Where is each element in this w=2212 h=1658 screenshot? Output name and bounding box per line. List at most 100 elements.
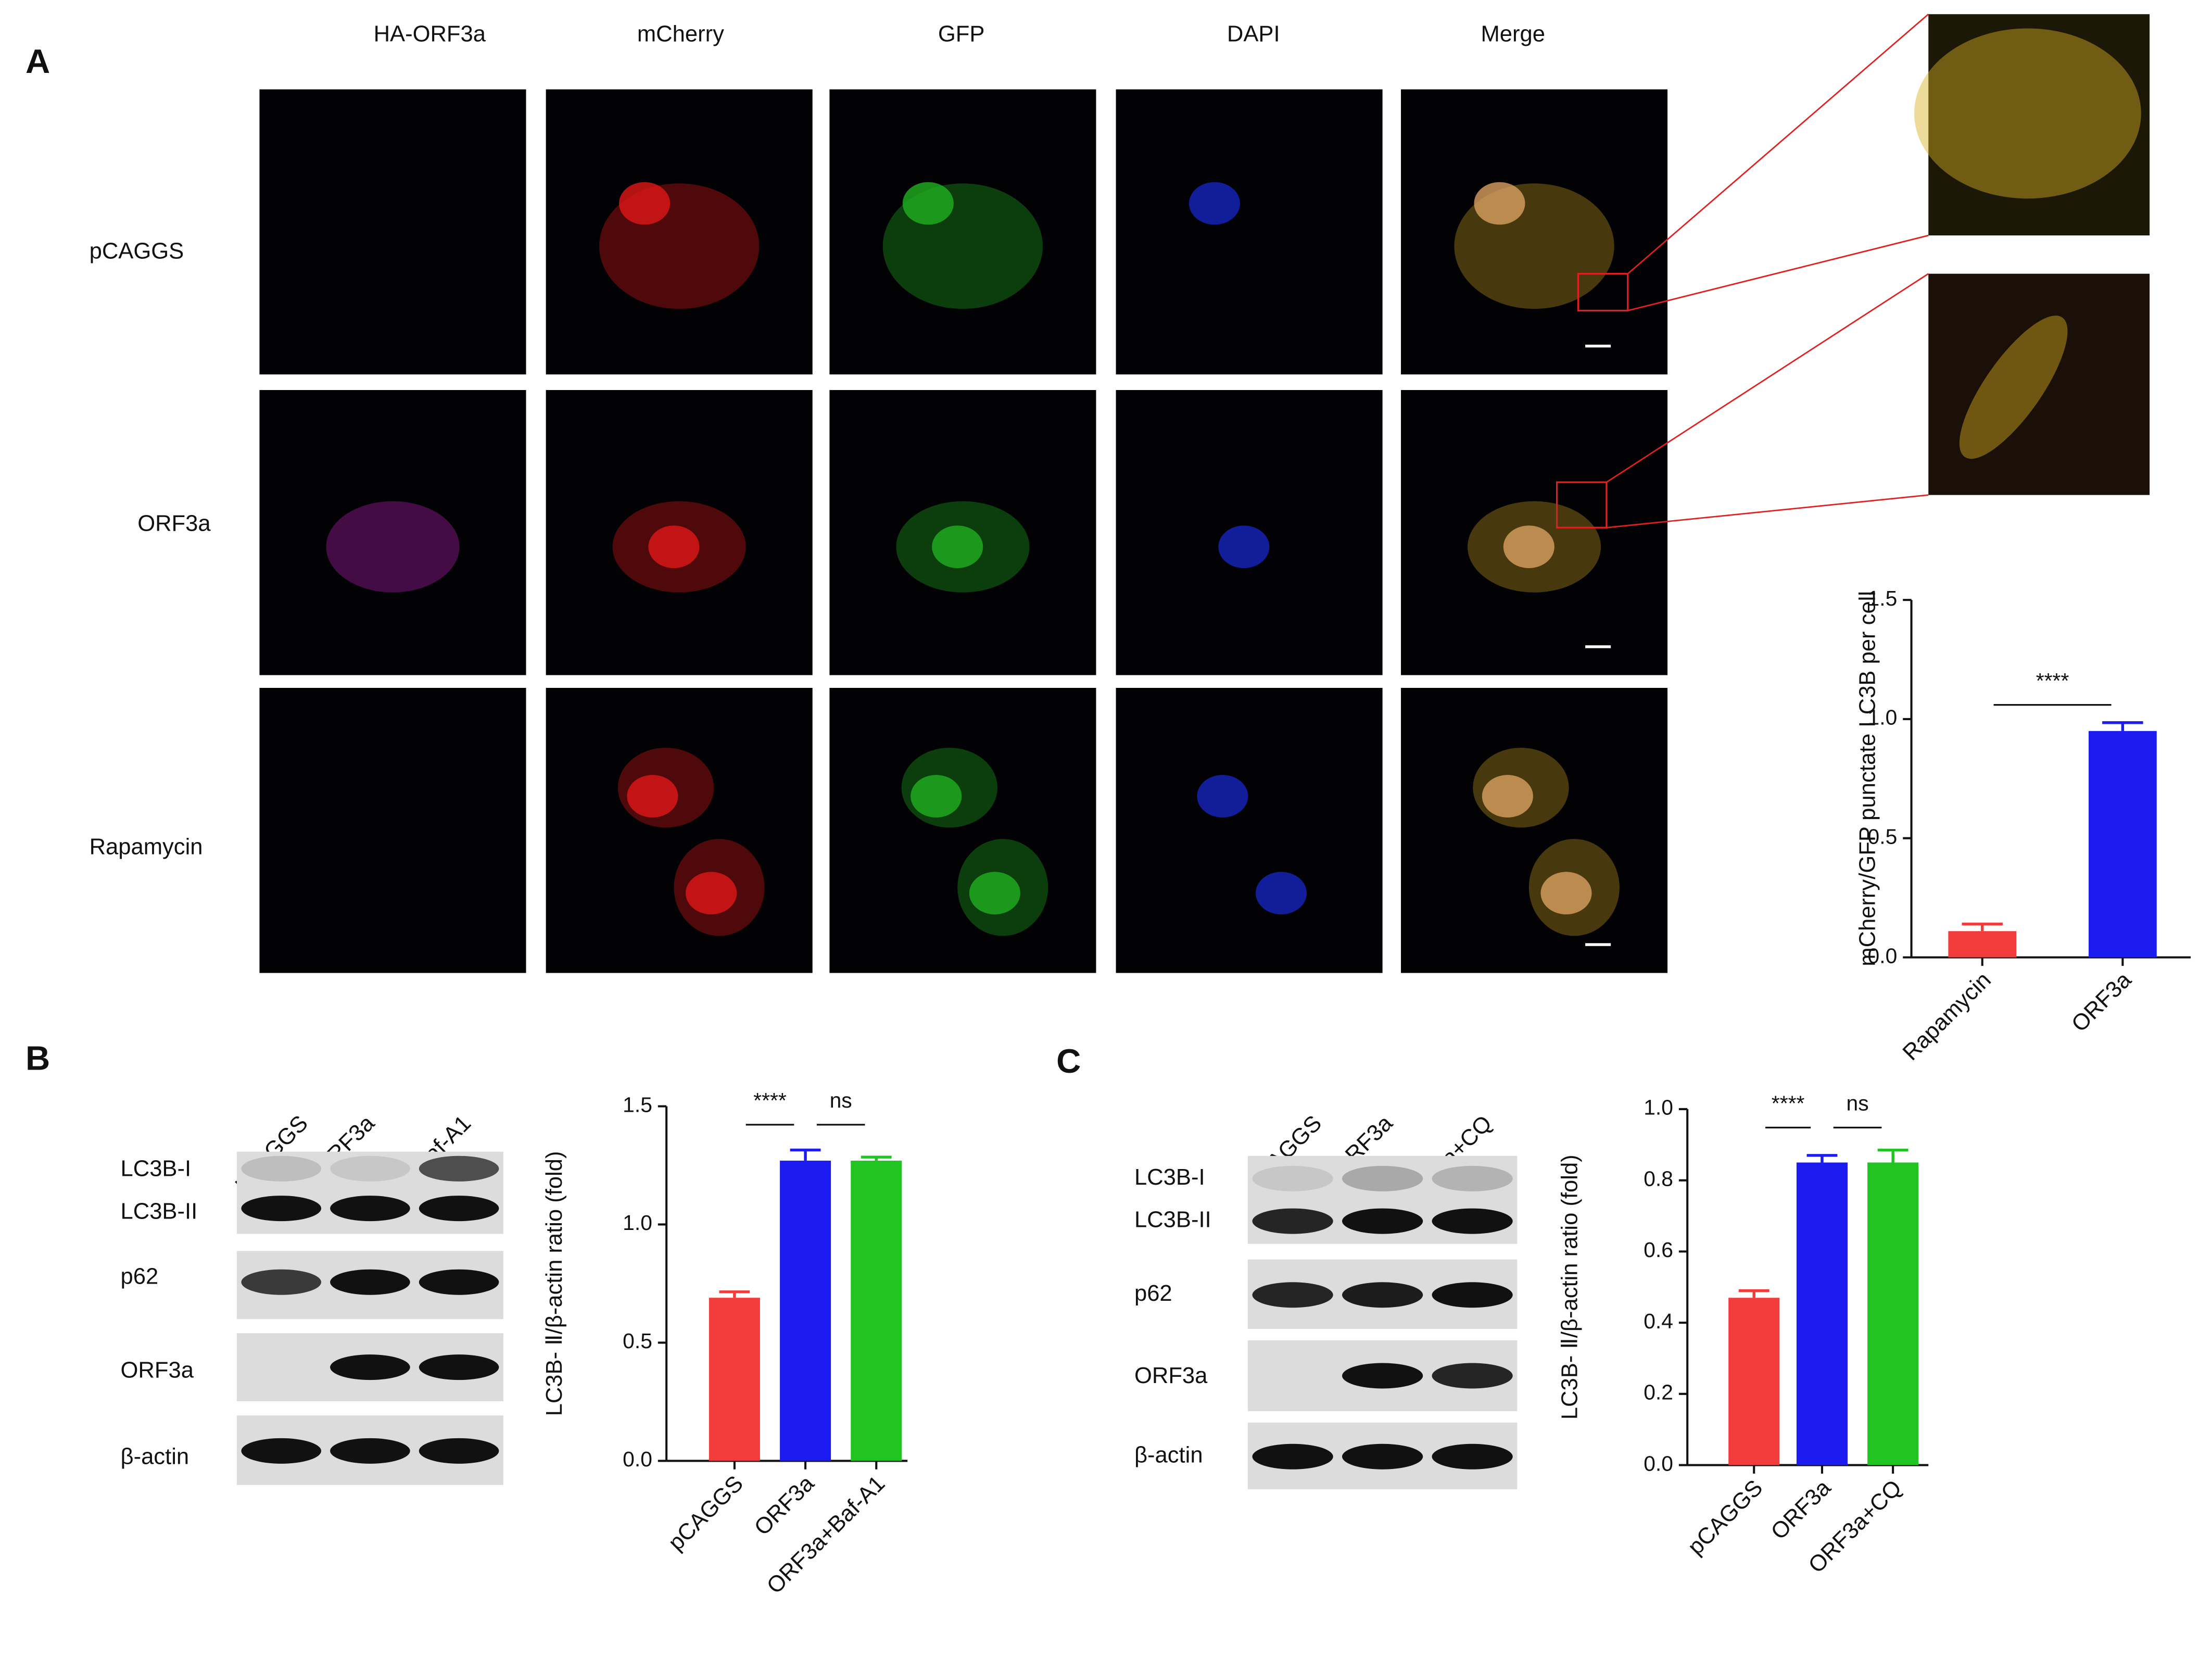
nucleus [1218, 525, 1270, 568]
band-label: p62 [1134, 1281, 1172, 1306]
blot-band [330, 1438, 410, 1464]
blot-band [330, 1269, 410, 1295]
blot-band [419, 1196, 499, 1222]
blot-band [1252, 1282, 1333, 1308]
band-label: LC3B-I [121, 1157, 192, 1182]
nucleus [1197, 775, 1248, 818]
blot-band [1432, 1443, 1513, 1469]
micrograph [546, 687, 813, 973]
blot-band [1342, 1363, 1423, 1389]
nucleus [686, 872, 737, 915]
y-axis-title: LC3B- Ⅱ/β-actin ratio (fold) [1557, 1154, 1582, 1420]
blot-band [1342, 1208, 1423, 1234]
blot-band [1342, 1165, 1423, 1191]
x-tick-label: ORF3a [1766, 1475, 1836, 1544]
band-label: β-actin [121, 1444, 189, 1469]
bar [851, 1160, 902, 1461]
zoom-inset [1928, 14, 2150, 236]
column-header: mCherry [637, 22, 724, 47]
significance-label: ns [830, 1088, 852, 1112]
micrograph [259, 390, 526, 675]
zoom-line [1606, 273, 1929, 483]
y-tick-label: 0.8 [1644, 1166, 1673, 1190]
micrograph [829, 687, 1096, 973]
blot-band [241, 1438, 322, 1464]
significance-label: **** [2036, 669, 2069, 693]
band-label: β-actin [1134, 1443, 1203, 1468]
blot-band [419, 1354, 499, 1380]
row-label: ORF3a [137, 511, 211, 536]
nucleus [911, 775, 962, 818]
y-tick-label: 1.0 [1644, 1096, 1673, 1120]
y-tick-label: 0.0 [1868, 944, 1898, 968]
blot-band [241, 1155, 322, 1182]
blot-band [241, 1269, 322, 1295]
panel-label: A [26, 42, 50, 80]
blot-band [419, 1155, 499, 1182]
blot-band [419, 1438, 499, 1464]
y-tick-label: 1.5 [623, 1092, 652, 1116]
blot-band [1342, 1443, 1423, 1469]
blot-band [1432, 1208, 1513, 1234]
blot-band [330, 1354, 410, 1380]
blot-band [330, 1155, 410, 1182]
blot-band [1252, 1208, 1333, 1234]
band-label: LC3B-II [121, 1199, 198, 1224]
y-axis-title: mCherry/GFP punctate LC3B per cell [1855, 591, 1880, 966]
blot-band [1432, 1282, 1513, 1308]
x-tick-label: pCAGGS [664, 1471, 748, 1555]
y-tick-label: 1.0 [1868, 706, 1898, 730]
bar-chart: 0.0 0.5 1.0 1.5 LC3B- Ⅱ/β-actin ratio (fold)… [542, 1088, 908, 1599]
band-label: p62 [121, 1264, 159, 1289]
row-label: Rapamycin [90, 834, 203, 859]
y-tick-label: 0.0 [1644, 1451, 1673, 1475]
panel-label: C [1056, 1042, 1081, 1080]
bar [1948, 931, 2017, 958]
micrograph [259, 687, 526, 973]
nucleus [1540, 872, 1592, 915]
blot-band [1432, 1165, 1513, 1191]
column-header: DAPI [1227, 22, 1280, 47]
band-label: LC3B-II [1134, 1208, 1211, 1233]
bar [1728, 1298, 1780, 1465]
blot-band [1432, 1363, 1513, 1389]
significance-label: **** [1772, 1091, 1805, 1115]
blot-band [330, 1196, 410, 1222]
band-label: ORF3a [121, 1358, 194, 1383]
bar [1796, 1162, 1848, 1465]
x-tick-label: ORF3a [2067, 967, 2137, 1037]
blot-band [241, 1196, 322, 1222]
nucleus [969, 872, 1020, 915]
nucleus [1474, 182, 1525, 225]
y-tick-label: 0.2 [1644, 1380, 1673, 1404]
nucleus [932, 525, 983, 568]
y-tick-label: 0.0 [623, 1447, 652, 1471]
nucleus [1482, 775, 1533, 818]
zoom-box [1577, 273, 1629, 312]
zoom-line [1606, 494, 1929, 529]
x-tick-label: pCAGGS [1683, 1475, 1767, 1560]
y-tick-label: 0.4 [1644, 1309, 1673, 1333]
micrograph [1401, 89, 1668, 375]
micrograph [546, 89, 813, 375]
column-header: GFP [938, 22, 985, 47]
micrograph [829, 89, 1096, 375]
micrograph [259, 89, 526, 375]
zoom-detail [1959, 316, 2068, 459]
row-label: pCAGGS [90, 238, 184, 263]
microscopy-grid: HA-ORF3a mCherry GFP DAPI Merge pCAGGS ORF3a Ra… [90, 14, 2150, 973]
nucleus [1503, 525, 1554, 568]
band-label: ORF3a [1134, 1363, 1208, 1388]
zoom-inset [1928, 273, 2150, 495]
bar [709, 1298, 760, 1461]
micrograph [1401, 687, 1668, 973]
significance-label: ns [1846, 1091, 1868, 1115]
bar [2089, 731, 2157, 958]
nucleus [902, 182, 954, 225]
nucleus [648, 525, 700, 568]
blot-band [1252, 1443, 1333, 1469]
blot-band [419, 1269, 499, 1295]
